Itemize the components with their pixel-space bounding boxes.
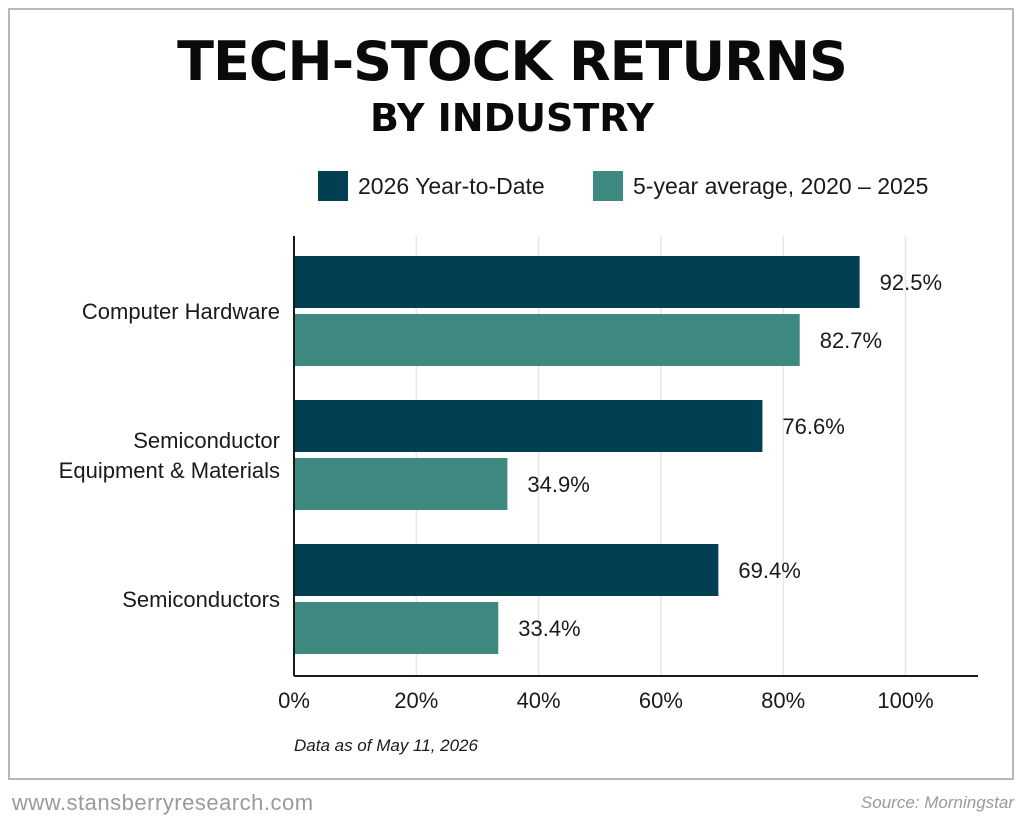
legend-swatch-5yr-average: [593, 171, 623, 201]
legend-label-5yr-average: 5-year average, 2020 – 2025: [633, 173, 929, 199]
data-label-s0-c2: 69.4%: [738, 558, 800, 583]
data-label-s0-c1: 76.6%: [782, 414, 844, 439]
data-label-s1-c0: 82.7%: [820, 328, 882, 353]
legend-swatch-ytd: [318, 171, 348, 201]
bar-s0-c2: [294, 544, 719, 596]
category-label-1-line-0: Semiconductor: [133, 428, 280, 453]
bar-s1-c2: [294, 602, 499, 654]
legend-label-ytd: 2026 Year-to-Date: [358, 173, 545, 199]
website-footer: www.stansberryresearch.com: [12, 790, 314, 815]
bar-s1-c1: [294, 458, 508, 510]
x-tick-label-5: 100%: [877, 688, 933, 713]
bar-s1-c0: [294, 314, 800, 366]
x-tick-label-4: 80%: [761, 688, 805, 713]
chart-subtitle: BY INDUSTRY: [370, 96, 654, 140]
data-label-s1-c1: 34.9%: [527, 472, 589, 497]
bar-s0-c1: [294, 400, 763, 452]
category-label-2: Semiconductors: [122, 587, 280, 612]
category-label-0: Computer Hardware: [82, 299, 280, 324]
source-footer: Source: Morningstar: [860, 793, 1014, 812]
x-tick-label-3: 60%: [639, 688, 683, 713]
bar-s0-c0: [294, 256, 860, 308]
legend-item-ytd: 2026 Year-to-Date: [318, 168, 545, 204]
data-label-s0-c0: 92.5%: [880, 270, 942, 295]
chart-legend: 2026 Year-to-Date 5-year average, 2020 –…: [0, 168, 1024, 204]
legend-item-5yr-average: 5-year average, 2020 – 2025: [593, 168, 928, 204]
category-label-1-line-1: Equipment & Materials: [59, 458, 280, 483]
data-date-note: Data as of May 11, 2026: [294, 736, 478, 755]
x-tick-label-2: 40%: [517, 688, 561, 713]
data-label-s1-c2: 33.4%: [518, 616, 580, 641]
chart-frame: [8, 8, 1014, 780]
chart-title: TECH-STOCK RETURNS: [177, 30, 848, 93]
x-tick-label-1: 20%: [394, 688, 438, 713]
x-tick-label-0: 0%: [278, 688, 310, 713]
